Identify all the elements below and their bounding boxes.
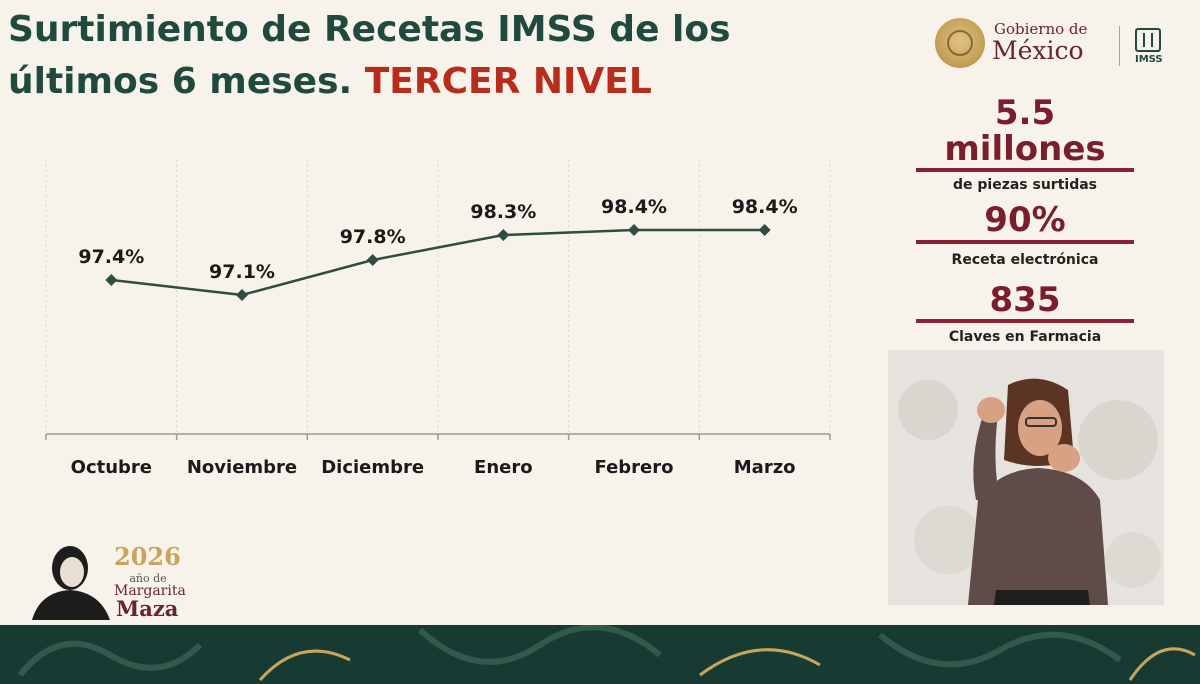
category-label: Enero [474,457,533,478]
imss-text: IMSS [1135,54,1163,65]
stat-divider [916,319,1134,323]
line-chart: 97.4% Octubre 97.1% Noviembre 97.8% Diciembre… [45,160,831,478]
category-label: Octubre [71,457,152,478]
stat-pieces-label: de piezas surtidas [952,177,1097,193]
badge-first-name: Margarita [114,583,186,599]
logo-divider [1119,26,1120,66]
footer-pattern [17,625,1196,681]
stat-pieces-unit: millones [944,129,1106,169]
data-point [758,224,771,236]
data-label: 98.4% [601,196,667,218]
stat-keys-value: 835 [989,280,1061,320]
interpreter-image [888,350,1164,605]
badge-year: 2026 [114,542,181,571]
data-label: 97.8% [340,226,406,248]
gobierno-text: Gobierno de [994,20,1088,38]
stat-keys-label: Claves en Farmacia [948,329,1102,345]
national-seal-icon [935,18,985,68]
category-label: Diciembre [321,457,424,478]
decorative-footer [0,625,1200,684]
series-line [111,228,765,297]
page-title: Surtimiento de Recetas IMSS de los últim… [8,4,888,108]
category-label: Noviembre [187,457,297,478]
badge-last-name: Maza [116,596,179,621]
badge-subtitle: año de [129,572,167,585]
data-point [236,289,248,301]
data-point [628,224,640,236]
data-point [105,274,118,286]
stat-divider [916,240,1134,244]
stat-electronic-value: 90% [984,200,1066,240]
data-label: 98.3% [470,201,536,223]
data-point [366,254,379,266]
title-accent: TERCER NIVEL [364,61,652,102]
sign-language-video [888,350,1164,605]
stat-pieces-value: 5.5 [994,93,1056,133]
category-label: Marzo [734,457,796,478]
imss-logo-icon [1135,28,1161,52]
title-main: Surtimiento de Recetas IMSS de los últim… [8,9,731,102]
data-point [497,229,510,241]
data-label: 97.1% [209,261,275,283]
stat-divider [916,168,1134,172]
data-label: 97.4% [78,246,144,268]
margarita-maza-badge: 2026 año de Margarita Maza [18,540,198,621]
category-label: Febrero [595,457,674,478]
mexico-text: México [992,36,1084,65]
stat-electronic-label: Receta electrónica [951,252,1099,268]
portrait-icon [32,546,110,620]
data-label: 98.4% [732,196,798,218]
